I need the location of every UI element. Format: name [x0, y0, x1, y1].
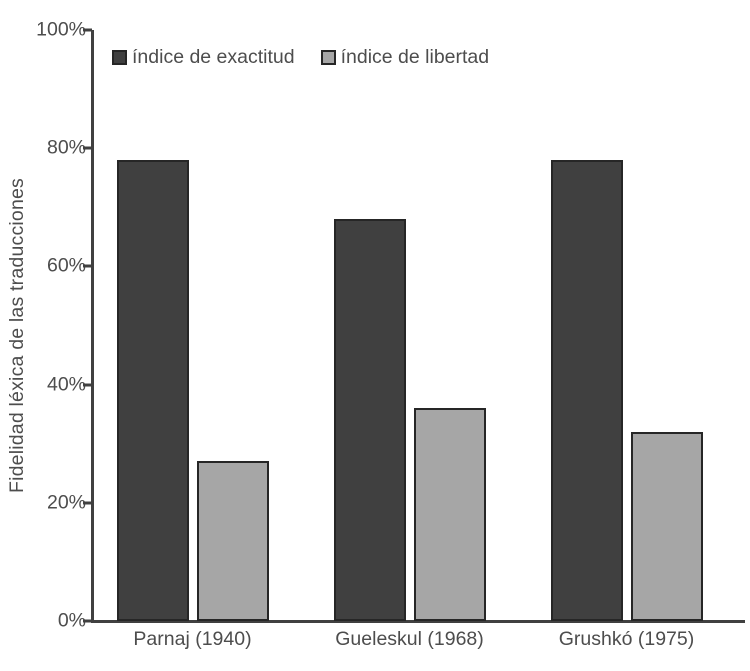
legend: índice de exactitud índice de libertad: [112, 46, 489, 69]
y-axis-tick-labels: 100% 80% 60% 40% 20% 0%: [20, 0, 86, 671]
y-axis-line: [91, 30, 94, 622]
legend-swatch-icon: [112, 50, 127, 65]
y-axis-tick-label: 0%: [57, 609, 86, 632]
y-axis-tick-label: 20%: [46, 491, 86, 514]
bar-exactitud: [550, 160, 623, 621]
y-axis-tick-mark: [83, 146, 92, 150]
y-axis-tick-label: 80%: [46, 136, 86, 159]
legend-item[interactable]: índice de libertad: [320, 46, 490, 69]
plot-area: [94, 30, 745, 621]
legend-item[interactable]: índice de exactitud: [112, 46, 295, 69]
y-axis-tick-label: 100%: [36, 18, 86, 41]
x-axis-tick-label: Parnaj (1940): [133, 628, 252, 650]
y-axis-tick-label: 60%: [46, 254, 86, 277]
x-axis-tick-label: Gueleskul (1968): [335, 628, 484, 650]
bar-libertad: [413, 408, 486, 621]
legend-swatch-icon: [320, 50, 336, 65]
x-axis-line: [91, 620, 745, 623]
x-axis-tick-labels: Parnaj (1940) Gueleskul (1968) Grushkó (19…: [94, 628, 745, 668]
y-axis-tick-mark: [83, 619, 92, 623]
bar-exactitud: [116, 160, 189, 621]
bar-libertad: [196, 461, 269, 621]
legend-item-label: índice de exactitud: [132, 46, 295, 68]
y-axis-tick-mark: [83, 501, 92, 505]
legend-item-label: índice de libertad: [340, 46, 490, 68]
y-axis-tick-mark: [83, 383, 92, 387]
y-axis-tick-label: 40%: [46, 373, 86, 396]
y-axis-tick-mark: [83, 28, 92, 32]
y-axis-tick-mark: [83, 264, 92, 268]
bar-libertad: [630, 431, 703, 621]
bar-exactitud: [333, 219, 406, 621]
x-axis-tick-label: Grushkó (1975): [558, 628, 695, 650]
